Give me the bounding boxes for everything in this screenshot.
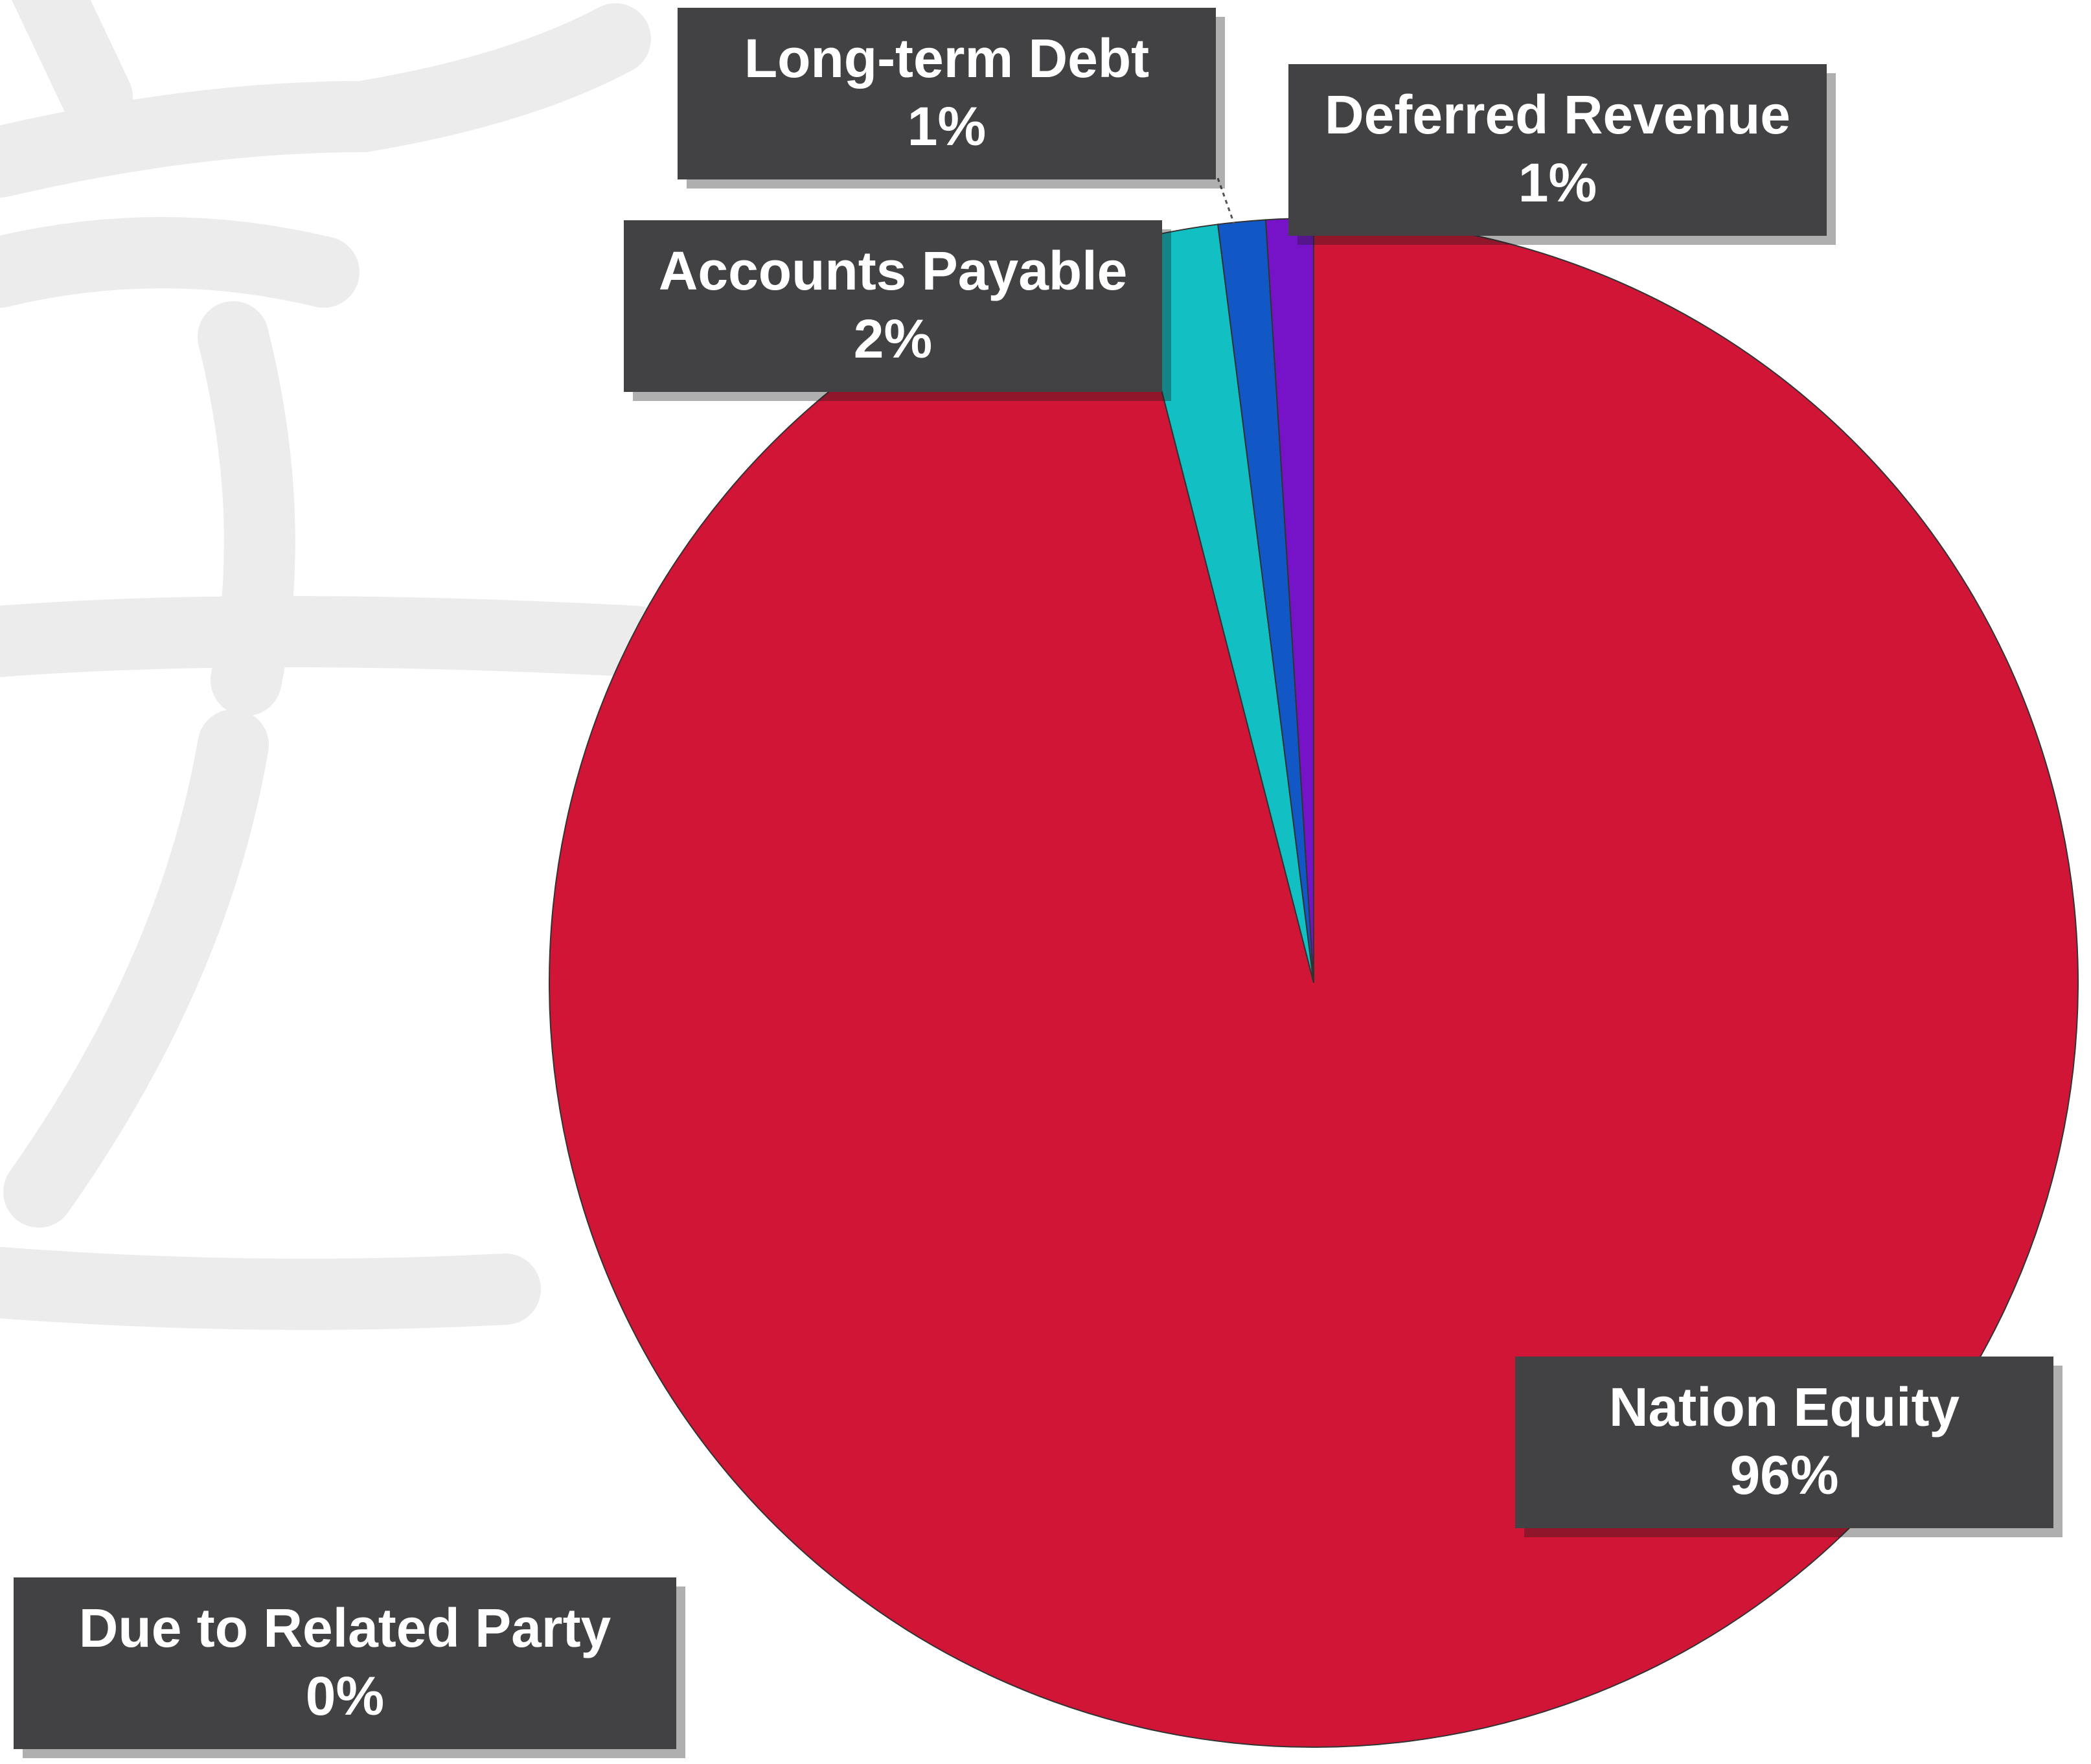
value-label: 1%	[1518, 152, 1597, 213]
decor-stroke	[0, 1247, 541, 1330]
label-box	[1515, 1357, 2053, 1528]
decor-stroke	[0, 217, 360, 308]
label-box	[1288, 64, 1827, 236]
value-label: 96%	[1730, 1445, 1838, 1506]
category-label: Deferred Revenue	[1325, 84, 1790, 145]
label-box	[14, 1577, 676, 1749]
category-label: Accounts Payable	[659, 240, 1128, 301]
decor-stroke	[0, 596, 670, 677]
value-label: 1%	[908, 96, 986, 157]
category-label: Due to Related Party	[79, 1598, 611, 1658]
value-label: 0%	[306, 1666, 384, 1726]
label-box	[624, 220, 1162, 392]
labels: Nation Equity 96% Due to Related Party 0% Ac…	[14, 8, 2062, 1758]
background-decoration	[0, 0, 670, 1330]
leader-line	[1217, 178, 1235, 224]
category-label: Nation Equity	[1609, 1377, 1960, 1438]
decor-stroke	[3, 709, 269, 1228]
decor-stroke	[12, 0, 133, 133]
value-label: 2%	[854, 308, 932, 369]
decor-stroke	[0, 3, 651, 198]
category-label: Long-term Debt	[744, 28, 1149, 89]
label-box	[678, 8, 1216, 179]
